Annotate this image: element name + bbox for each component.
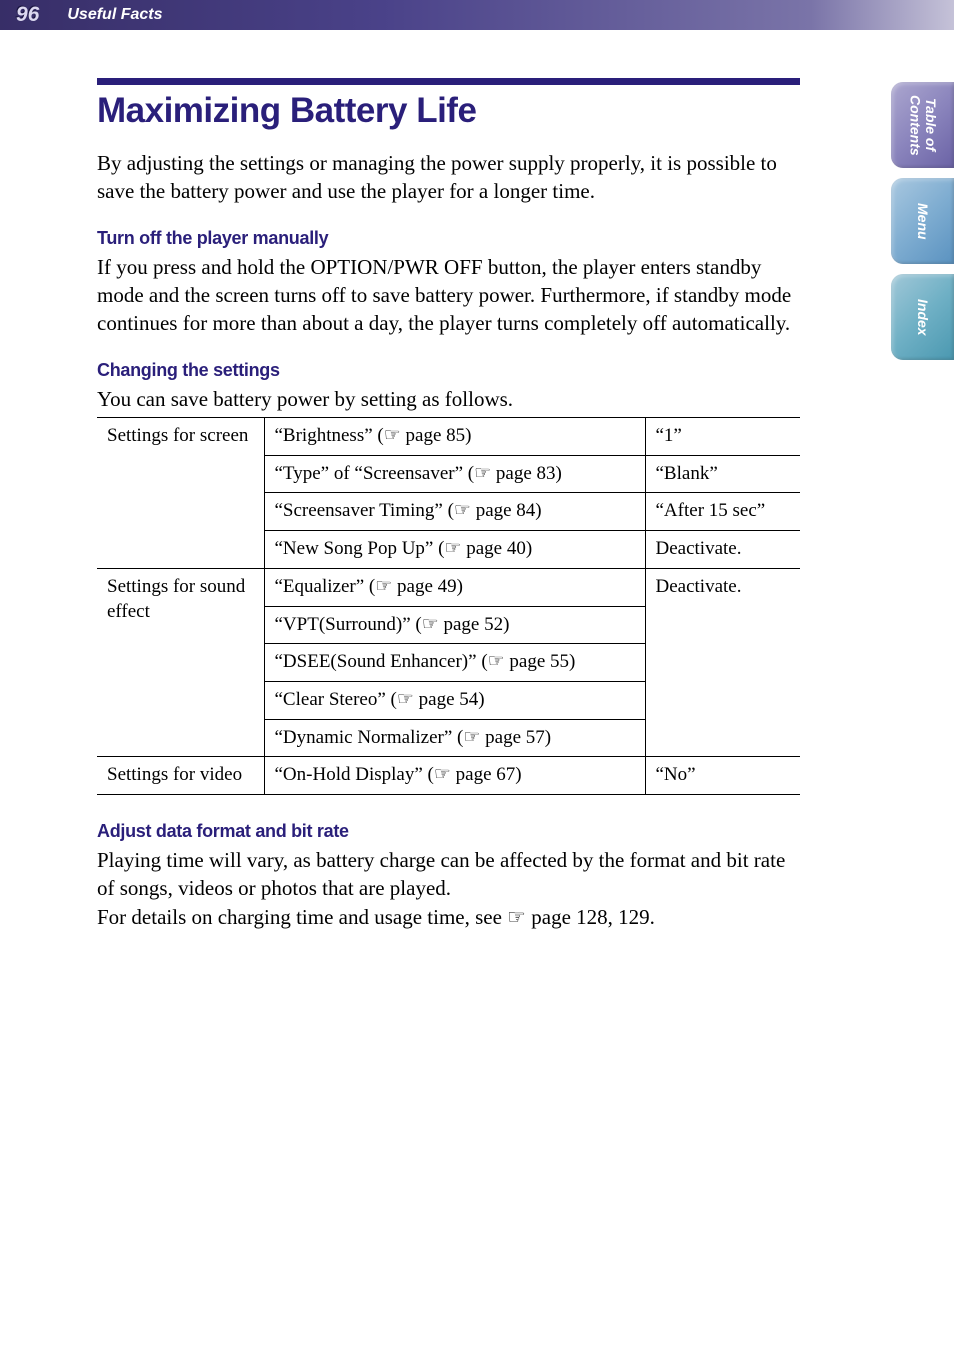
header-bar: 96 Useful Facts <box>0 0 954 30</box>
table-cell: Settings for video <box>97 757 264 795</box>
table-cell: “Dynamic Normalizer” (☞ page 57) <box>264 719 645 757</box>
side-tabs: Table of Contents Menu Index <box>891 82 954 370</box>
table-cell: “Type” of “Screensaver” (☞ page 83) <box>264 455 645 493</box>
body-turnoff: If you press and hold the OPTION/PWR OFF… <box>97 253 800 338</box>
table-cell: Settings for sound effect <box>97 568 264 756</box>
table-cell: Deactivate. <box>645 568 800 756</box>
table-row: Settings for sound effect “Equalizer” (☞… <box>97 568 800 606</box>
table-cell: “VPT(Surround)” (☞ page 52) <box>264 606 645 644</box>
tab-label: Index <box>915 299 930 336</box>
intro-text: By adjusting the settings or managing th… <box>97 149 800 206</box>
page: 96 Useful Facts Table of Contents Menu I… <box>0 0 954 1370</box>
subhead-turnoff: Turn off the player manually <box>97 228 800 249</box>
table-cell: “New Song Pop Up” (☞ page 40) <box>264 531 645 569</box>
body-adjust-1: Playing time will vary, as battery charg… <box>97 846 800 903</box>
content-area: Maximizing Battery Life By adjusting the… <box>97 78 800 953</box>
tab-menu[interactable]: Menu <box>891 178 954 264</box>
table-cell: “Screensaver Timing” (☞ page 84) <box>264 493 645 531</box>
tab-label: Table of Contents <box>907 95 938 156</box>
tab-contents[interactable]: Table of Contents <box>891 82 954 168</box>
table-cell: “On-Hold Display” (☞ page 67) <box>264 757 645 795</box>
table-cell: Deactivate. <box>645 531 800 569</box>
table-cell: “Equalizer” (☞ page 49) <box>264 568 645 606</box>
table-row: Settings for video “On-Hold Display” (☞ … <box>97 757 800 795</box>
table-cell: “No” <box>645 757 800 795</box>
title-rule-thick <box>97 78 800 85</box>
settings-table: Settings for screen “Brightness” (☞ page… <box>97 417 800 795</box>
body-changing: You can save battery power by setting as… <box>97 385 800 413</box>
table-cell: “1” <box>645 418 800 456</box>
table-cell: “Brightness” (☞ page 85) <box>264 418 645 456</box>
subhead-changing: Changing the settings <box>97 360 800 381</box>
table-cell: “Clear Stereo” (☞ page 54) <box>264 681 645 719</box>
section-name: Useful Facts <box>39 6 162 24</box>
page-number: 96 <box>0 3 39 27</box>
table-cell: “Blank” <box>645 455 800 493</box>
table-row: Settings for screen “Brightness” (☞ page… <box>97 418 800 456</box>
tab-label: Menu <box>915 203 930 240</box>
tab-index[interactable]: Index <box>891 274 954 360</box>
page-title: Maximizing Battery Life <box>97 91 800 131</box>
table-cell: Settings for screen <box>97 418 264 569</box>
subhead-adjust: Adjust data format and bit rate <box>97 821 800 842</box>
table-cell: “DSEE(Sound Enhancer)” (☞ page 55) <box>264 644 645 682</box>
table-cell: “After 15 sec” <box>645 493 800 531</box>
body-adjust-2: For details on charging time and usage t… <box>97 903 800 931</box>
